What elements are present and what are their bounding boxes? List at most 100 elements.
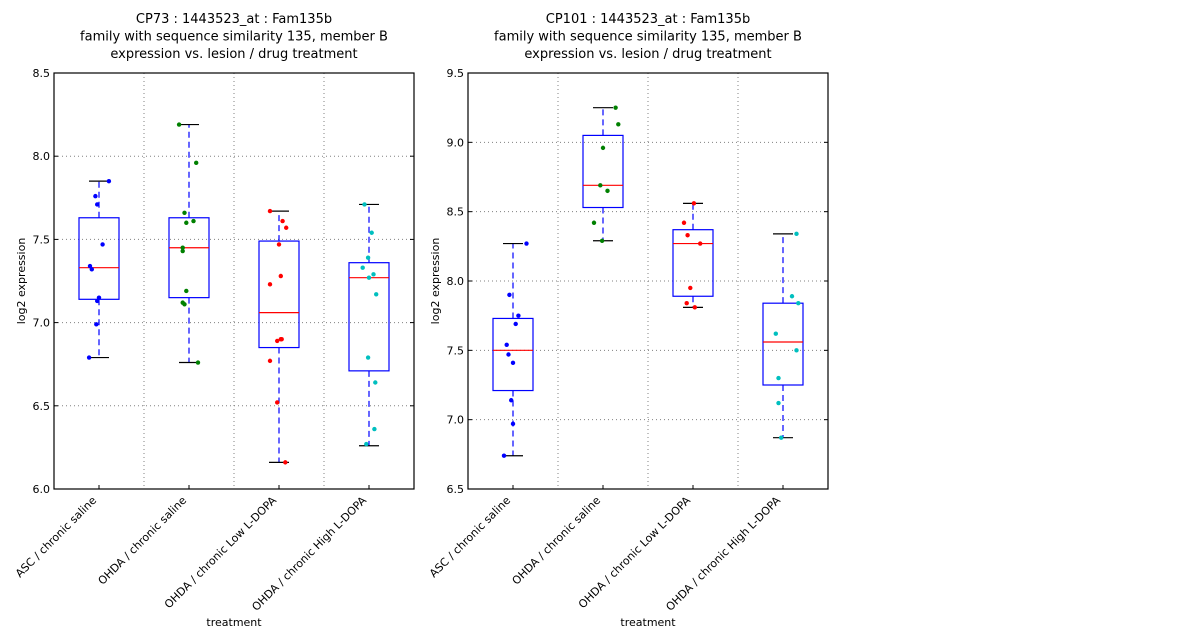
data-point	[598, 183, 603, 188]
iqr-box	[78, 217, 120, 300]
iqr-box	[582, 134, 624, 209]
data-point	[267, 358, 273, 364]
data-point	[362, 202, 367, 207]
x-tick-label: ASC / chronic saline	[427, 494, 513, 580]
data-point	[605, 188, 610, 194]
data-point	[279, 337, 284, 342]
data-point	[794, 231, 799, 237]
chart-title-line: family with sequence similarity 135, mem…	[494, 30, 802, 45]
box-2	[168, 123, 210, 364]
x-tick-label: ASC / chronic saline	[13, 494, 99, 580]
data-point	[507, 292, 512, 298]
x-axis-label: treatment	[206, 616, 262, 629]
y-tick-label: 6.0	[33, 483, 51, 496]
data-point	[684, 300, 689, 306]
y-tick-label: 7.5	[33, 233, 51, 246]
data-point	[504, 342, 509, 347]
iqr-box	[258, 240, 300, 349]
data-point	[284, 225, 289, 230]
y-tick-label: 7.0	[447, 414, 465, 427]
data-point	[506, 352, 511, 357]
data-point	[773, 331, 778, 336]
iqr-box	[762, 302, 804, 386]
chart-title-line: CP101 : 1443523_at : Fam135b	[546, 12, 750, 27]
data-point	[516, 313, 521, 318]
chart-2: CP101 : 1443523_at : Fam135b family with …	[427, 12, 829, 629]
data-point	[374, 292, 379, 297]
data-point	[789, 294, 795, 299]
y-tick-label: 9.0	[447, 136, 465, 149]
iqr-box	[672, 229, 714, 297]
data-point	[600, 145, 606, 151]
y-tick-label: 7.0	[33, 317, 51, 330]
data-point	[275, 338, 280, 344]
data-point	[94, 322, 99, 327]
data-point	[501, 453, 507, 458]
data-point	[513, 321, 518, 327]
data-point	[616, 122, 621, 127]
data-point	[599, 238, 605, 243]
y-tick-label: 8.0	[33, 150, 51, 163]
box-3	[672, 202, 714, 308]
data-point	[95, 298, 100, 304]
y-tick-label: 6.5	[33, 400, 51, 413]
data-point	[180, 248, 185, 254]
y-tick-label: 9.5	[447, 67, 465, 80]
data-point	[86, 355, 92, 360]
data-point	[89, 267, 95, 272]
y-tick-label: 8.5	[33, 67, 51, 80]
data-point	[685, 233, 690, 238]
data-point	[366, 275, 372, 280]
x-axis-label: treatment	[620, 616, 676, 629]
data-point	[692, 305, 697, 310]
y-axis-label: log2 expression	[15, 238, 28, 325]
chart-title-line: expression vs. lesion / drug treatment	[110, 47, 357, 62]
data-point	[691, 201, 697, 206]
data-point	[796, 300, 801, 306]
data-point	[698, 241, 703, 246]
data-point	[776, 400, 781, 406]
data-point	[681, 220, 687, 225]
data-point	[106, 178, 112, 184]
data-point	[100, 242, 105, 247]
iqr-box	[492, 317, 534, 392]
y-tick-label: 6.5	[447, 483, 465, 496]
chart-title-line: family with sequence similarity 135, mem…	[80, 30, 388, 45]
data-point	[87, 263, 93, 269]
data-point	[96, 295, 102, 300]
y-tick-label: 8.0	[447, 275, 465, 288]
chart-1: CP73 : 1443523_at : Fam135b family with s…	[13, 12, 415, 629]
data-point	[373, 380, 378, 385]
data-point	[93, 193, 98, 199]
box-4	[762, 233, 804, 439]
data-point	[267, 208, 273, 214]
plot-frame	[467, 72, 829, 490]
x-tick-label: OHDA / chronic saline	[96, 494, 190, 588]
iqr-box	[348, 262, 390, 372]
data-point	[364, 441, 369, 447]
data-point	[510, 360, 516, 366]
data-point	[278, 273, 283, 279]
data-point	[283, 460, 288, 465]
data-point	[372, 426, 377, 432]
data-point	[182, 210, 187, 215]
data-point	[613, 105, 618, 110]
data-point	[688, 285, 693, 291]
data-point	[794, 348, 799, 353]
x-tick-label: OHDA / chronic saline	[510, 494, 604, 588]
box-1	[78, 180, 120, 359]
y-axis-label: log2 expression	[429, 238, 442, 325]
data-point	[591, 220, 597, 225]
data-point	[180, 245, 185, 250]
chart-title-line: CP73 : 1443523_at : Fam135b	[136, 12, 332, 27]
y-tick-label: 8.5	[447, 206, 465, 219]
data-point	[191, 218, 196, 224]
data-point	[280, 218, 285, 224]
data-point	[95, 202, 100, 207]
data-point	[195, 360, 201, 365]
box-4	[348, 203, 390, 447]
data-point	[275, 400, 280, 405]
data-point	[524, 241, 529, 246]
data-point	[510, 421, 516, 427]
